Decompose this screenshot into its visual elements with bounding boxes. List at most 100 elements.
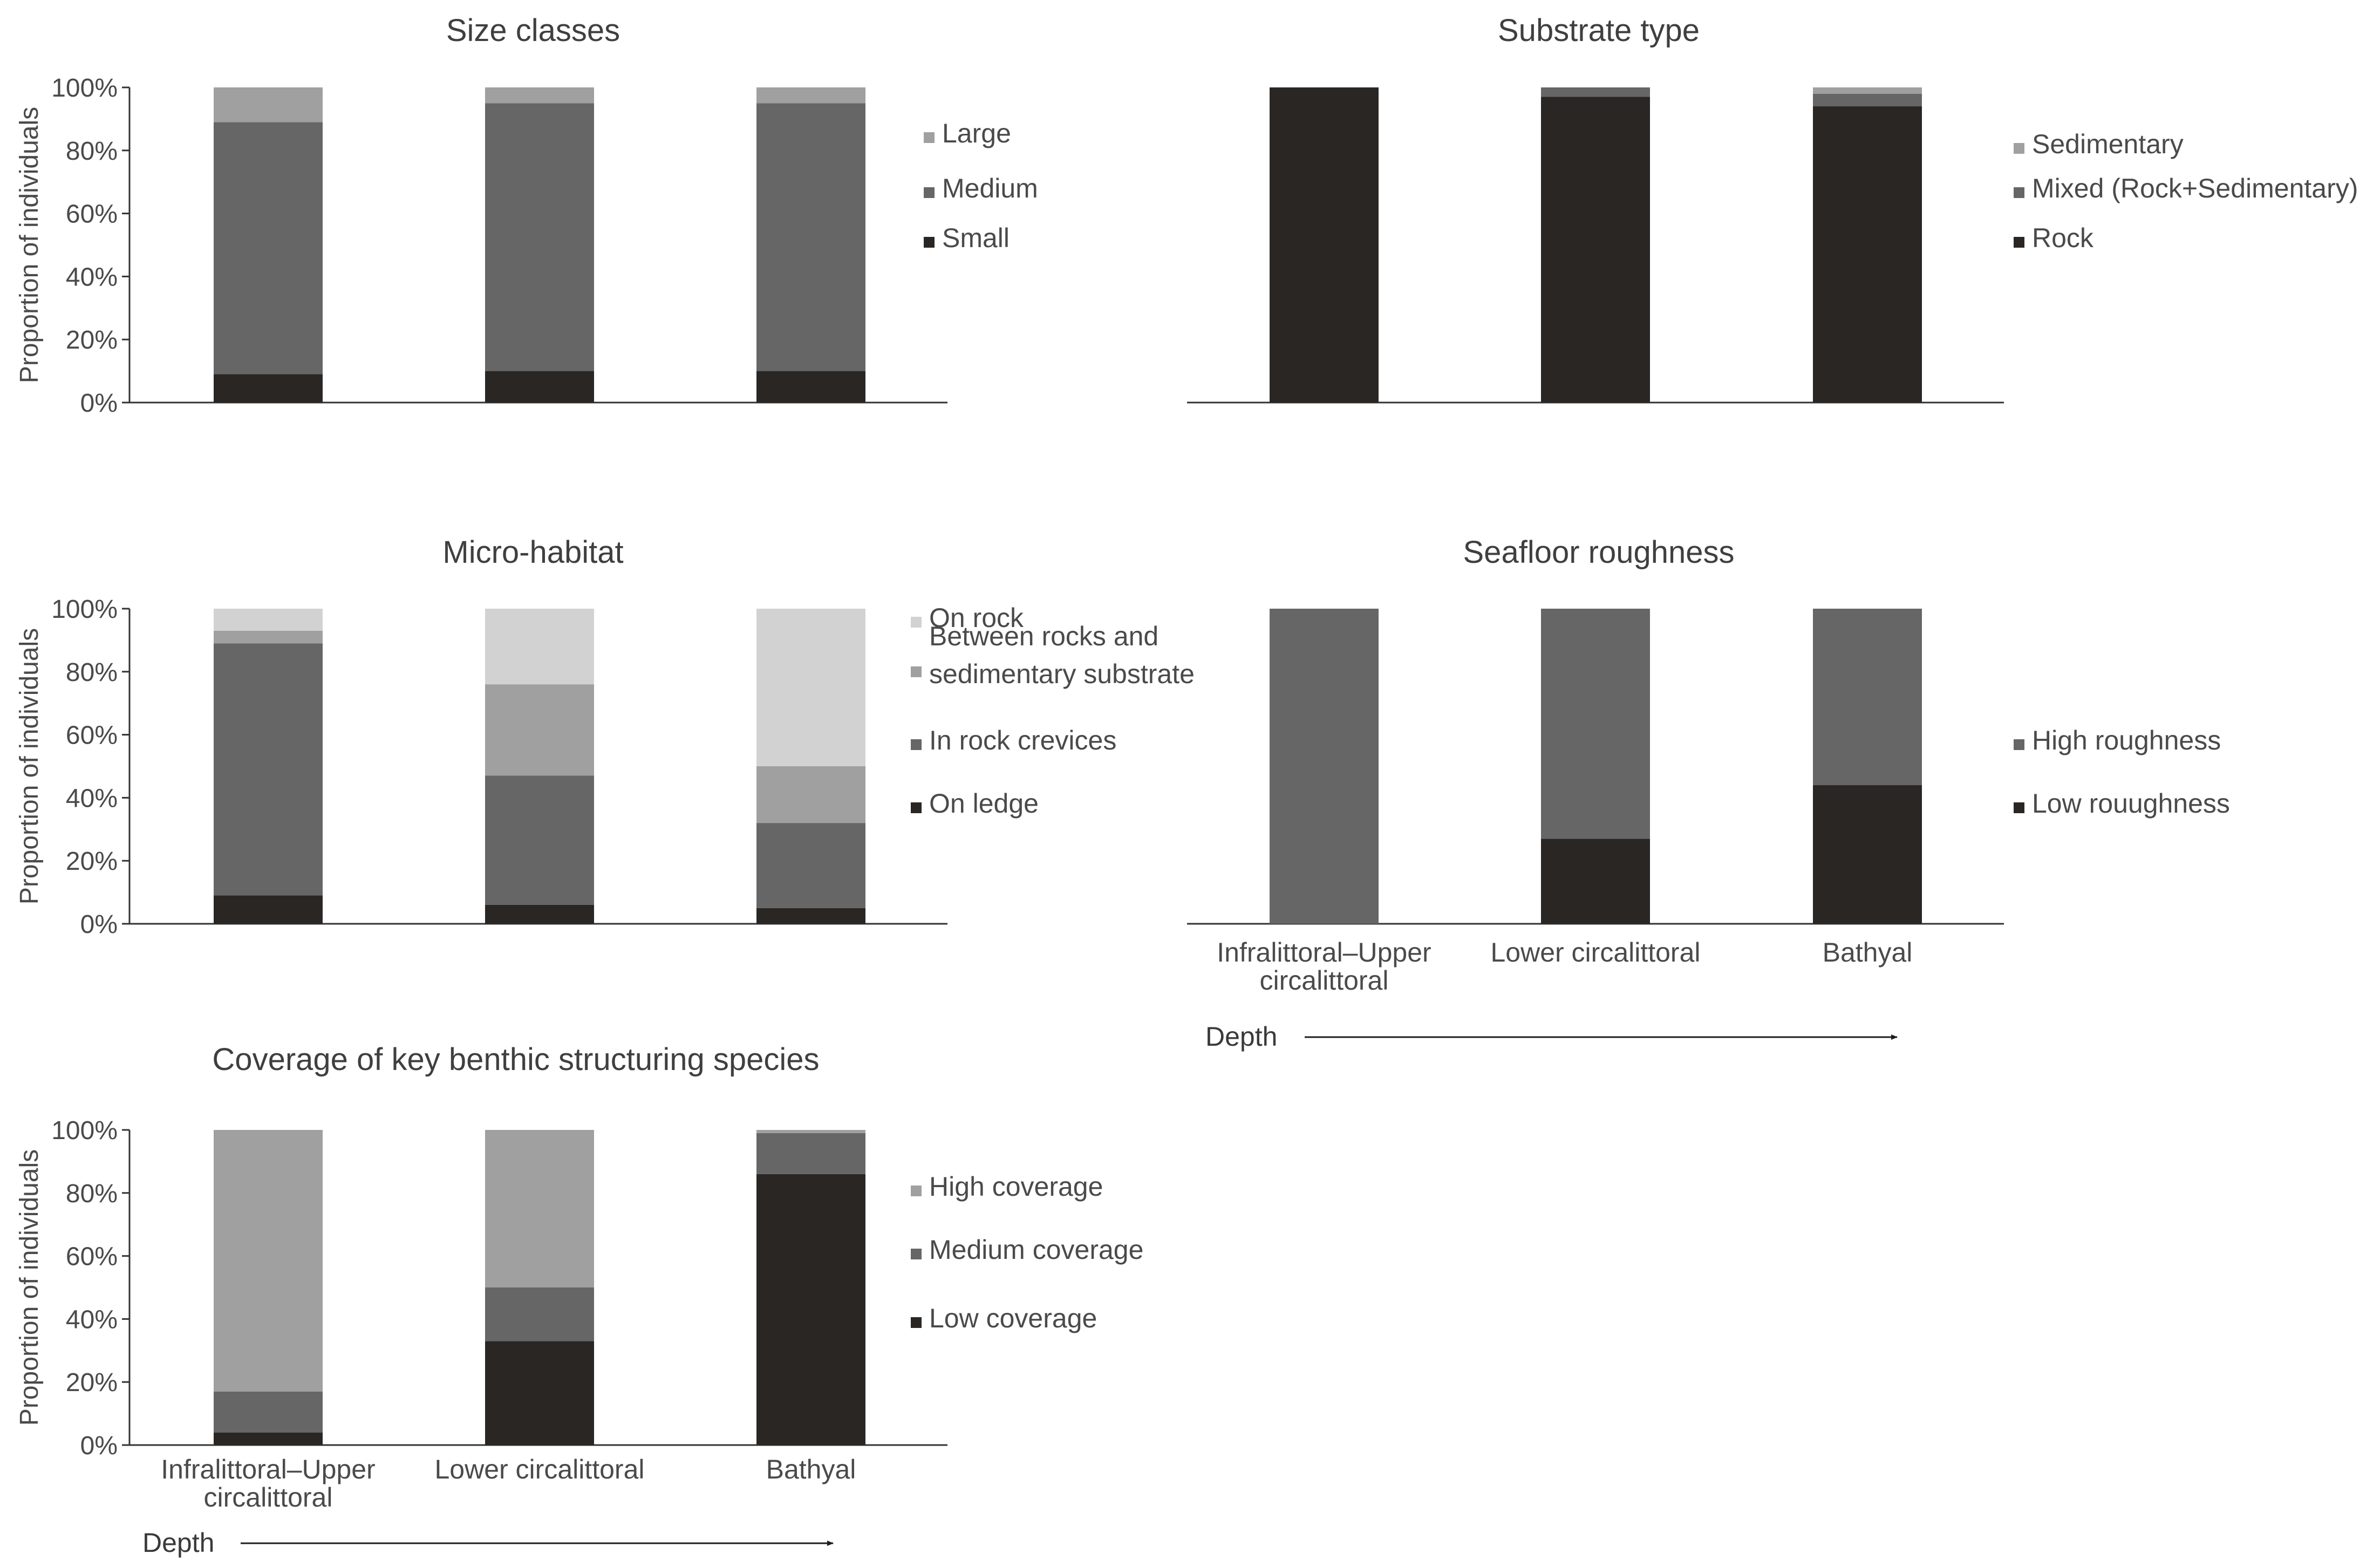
bar-segment <box>1813 87 1922 94</box>
bar-segment <box>756 1174 865 1445</box>
legend-label: Mixed (Rock+Sedimentary) <box>2032 173 2358 203</box>
bar-segment <box>214 1391 323 1433</box>
x-category-label: Lower circalittoral <box>1490 937 1700 968</box>
bar-segment <box>485 371 594 403</box>
chart-size: Size classes 0% 20% 40% 60% 80% 100%Proportion… <box>15 13 1038 418</box>
chart-title: Seafloor roughness <box>1463 535 1735 570</box>
legend-swatch <box>911 1249 922 1259</box>
legend-swatch <box>2014 187 2024 198</box>
bar-segment <box>214 374 323 403</box>
y-tick-label: 20% <box>66 1368 118 1397</box>
bar-segment <box>485 684 594 776</box>
legend-label: Medium coverage <box>929 1235 1143 1265</box>
x-category-label: Bathyal <box>766 1454 856 1484</box>
charts-root: Size classes0%20%40%60%80%100%Proportion… <box>15 13 2358 1558</box>
chart-roughness: Seafloor roughness Infralittoral–Upper cir… <box>1187 535 2230 1052</box>
legend-label: Small <box>942 223 1010 253</box>
y-axis-title: Proportion of individuals <box>15 107 44 383</box>
y-tick-label: 60% <box>66 200 118 229</box>
chart-title: Micro-habitat <box>442 535 623 570</box>
depth-label: Depth <box>1205 1021 1277 1052</box>
bar-segment <box>1270 87 1379 403</box>
legend-label: Low rouughness <box>2032 788 2230 819</box>
bar-segment <box>1813 106 1922 403</box>
y-tick-label: 0% <box>80 389 118 418</box>
bar-segment <box>214 630 323 644</box>
bar-segment <box>485 904 594 924</box>
bar-segment <box>756 1133 865 1174</box>
bar-segment <box>756 1130 865 1133</box>
legend-swatch <box>924 187 935 198</box>
legend-label: High coverage <box>929 1171 1103 1202</box>
legend-swatch <box>911 802 922 813</box>
legend-label: Low coverage <box>929 1303 1097 1333</box>
bar-segment <box>485 1130 594 1287</box>
legend-label: Sedimentary <box>2032 129 2184 159</box>
legend-label: In rock crevices <box>929 725 1116 755</box>
chart-title: Size classes <box>446 13 620 48</box>
bar-segment <box>214 609 323 631</box>
x-category-label: Lower circalittoral <box>434 1454 644 1484</box>
bar-segment <box>214 122 323 374</box>
y-tick-label: 60% <box>66 721 118 750</box>
bar-segment <box>756 823 865 908</box>
bar-segment <box>1813 93 1922 107</box>
bar-segment <box>485 609 594 685</box>
bar-segment <box>1541 839 1650 924</box>
bar-segment <box>485 103 594 371</box>
bar-segment <box>1541 609 1650 839</box>
legend-label: On ledge <box>929 788 1039 819</box>
x-category-label: Infralittoral–Upper circalittoral <box>1217 937 1431 996</box>
legend-label: On rock <box>929 603 1024 633</box>
legend-label: Medium <box>942 173 1038 203</box>
chart-title: Substrate type <box>1498 13 1700 48</box>
y-tick-label: 0% <box>80 1432 118 1460</box>
x-category-label: Infralittoral–Upper circalittoral <box>161 1454 375 1513</box>
x-category-label: Bathyal <box>1823 937 1913 968</box>
y-tick-label: 80% <box>66 1180 118 1208</box>
bar-segment <box>214 87 323 122</box>
chart-title: Coverage of key benthic structuring spec… <box>212 1042 819 1077</box>
legend-label: Between rocks and sedimentary substrate <box>929 621 1195 689</box>
chart-substrate: Substrate type Sedimentary Mixed (Rock+Sed… <box>1187 13 2358 404</box>
y-axis-title: Proportion of individuals <box>15 628 44 904</box>
bar-segment <box>1541 97 1650 403</box>
chart-coverage: Coverage of key benthic structuring spec… <box>15 1042 1143 1558</box>
legend-label: Rock <box>2032 223 2094 253</box>
y-tick-label: 80% <box>66 658 118 687</box>
y-tick-label: 80% <box>66 137 118 166</box>
legend-swatch <box>2014 143 2024 154</box>
legend-swatch <box>911 1317 922 1328</box>
legend-swatch <box>924 237 935 248</box>
y-tick-label: 100% <box>51 74 118 103</box>
bar-segment <box>756 908 865 924</box>
bar-segment <box>756 103 865 371</box>
legend-label: High roughness <box>2032 725 2221 755</box>
legend-swatch <box>911 739 922 750</box>
bar-segment <box>214 1432 323 1445</box>
bar-segment <box>756 371 865 403</box>
y-tick-label: 40% <box>66 263 118 291</box>
bar-segment <box>1541 87 1650 97</box>
legend-swatch <box>2014 802 2024 813</box>
bar-segment <box>1270 609 1379 924</box>
y-tick-label: 20% <box>66 847 118 876</box>
y-tick-label: 60% <box>66 1243 118 1271</box>
y-tick-label: 40% <box>66 1305 118 1334</box>
depth-label: Depth <box>142 1528 214 1558</box>
y-tick-label: 100% <box>51 1116 118 1145</box>
legend-swatch <box>911 617 922 628</box>
legend-swatch <box>2014 739 2024 750</box>
legend-swatch <box>924 132 935 143</box>
bar-segment <box>214 643 323 896</box>
bar-segment <box>485 1341 594 1445</box>
bar-segment <box>1813 609 1922 786</box>
y-tick-label: 0% <box>80 910 118 939</box>
bar-segment <box>1813 785 1922 924</box>
bar-segment <box>214 895 323 924</box>
y-axis-title: Proportion of individuals <box>15 1149 44 1426</box>
legend-label: Large <box>942 118 1011 148</box>
bar-segment <box>756 766 865 823</box>
chart-micro: Micro-habitat 0% 20% 40% 60% 80% 100%Proportio… <box>15 535 1195 939</box>
